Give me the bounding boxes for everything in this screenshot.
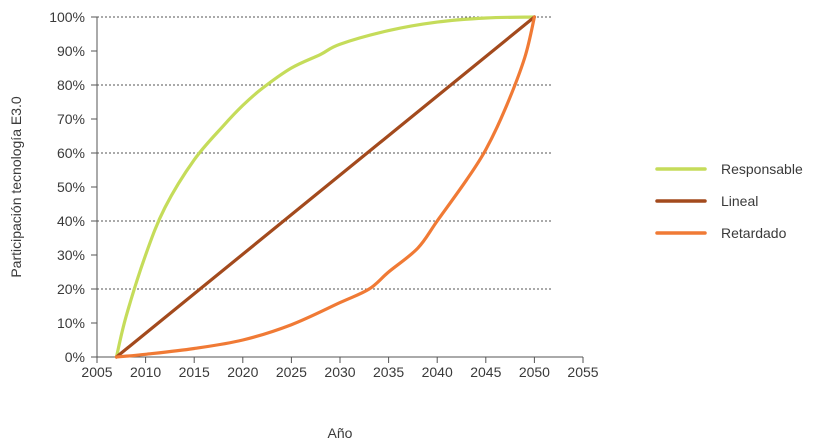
y-axis-ticks: 0% 10% 20% 30% 40% 50% 60% 70% 80% 90% 100% bbox=[49, 9, 97, 365]
y-tick-label: 20% bbox=[57, 281, 85, 297]
gridlines bbox=[97, 16, 553, 290]
x-tick-label: 2005 bbox=[81, 364, 112, 380]
x-axis-ticks: 2005 2010 2015 2020 2025 2030 2035 2040 2045 2050… bbox=[81, 357, 599, 380]
x-tick-label: 2020 bbox=[227, 364, 258, 380]
x-tick-label: 2035 bbox=[373, 364, 404, 380]
x-tick-label: 2010 bbox=[130, 364, 161, 380]
series-line-retardado bbox=[114, 15, 536, 359]
legend-label: Responsable bbox=[721, 161, 803, 177]
series-line-lineal bbox=[114, 15, 536, 359]
x-tick-label: 2045 bbox=[470, 364, 501, 380]
y-tick-label: 10% bbox=[57, 315, 85, 331]
y-tick-label: 30% bbox=[57, 247, 85, 263]
x-tick-label: 2015 bbox=[179, 364, 210, 380]
x-tick-label: 2055 bbox=[567, 364, 598, 380]
y-tick-label: 70% bbox=[57, 111, 85, 127]
x-tick-label: 2040 bbox=[422, 364, 453, 380]
x-tick-label: 2025 bbox=[276, 364, 307, 380]
y-axis-title: Participación tecnología E3.0 bbox=[8, 96, 24, 278]
legend-label: Retardado bbox=[721, 225, 787, 241]
x-axis-title: Año bbox=[328, 425, 353, 440]
x-tick-label: 2050 bbox=[519, 364, 550, 380]
y-tick-label: 60% bbox=[57, 145, 85, 161]
y-tick-label: 40% bbox=[57, 213, 85, 229]
x-tick-label: 2030 bbox=[324, 364, 355, 380]
y-tick-label: 90% bbox=[57, 43, 85, 59]
series-line-responsable bbox=[114, 15, 536, 359]
y-tick-label: 100% bbox=[49, 9, 85, 25]
legend-label: Lineal bbox=[721, 193, 758, 209]
y-tick-label: 0% bbox=[65, 349, 85, 365]
y-tick-label: 80% bbox=[57, 77, 85, 93]
series-lines bbox=[114, 15, 536, 359]
y-tick-label: 50% bbox=[57, 179, 85, 195]
axes bbox=[96, 17, 583, 358]
legend: Responsable Lineal Retardado bbox=[655, 161, 803, 241]
